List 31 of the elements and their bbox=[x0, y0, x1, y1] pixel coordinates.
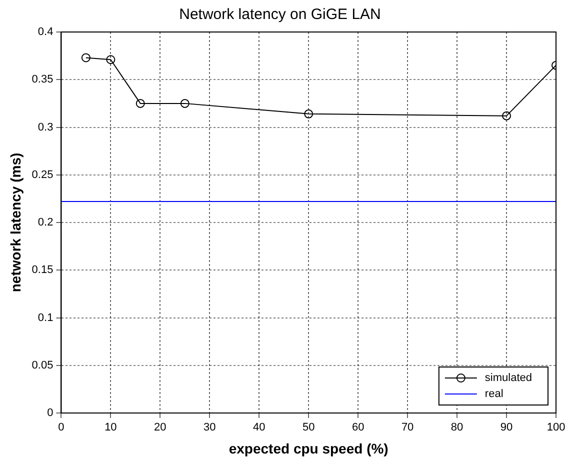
y-tick-label: 0.4 bbox=[38, 26, 54, 38]
point bbox=[304, 109, 314, 118]
point bbox=[106, 55, 116, 64]
legend-label: simulated bbox=[484, 372, 532, 384]
x-tick-label: 40 bbox=[253, 422, 266, 434]
legend-label: real bbox=[484, 388, 504, 400]
y-tick-label: 0.2 bbox=[38, 216, 54, 229]
point bbox=[136, 98, 145, 108]
y-tick-label: 0.3 bbox=[38, 121, 54, 134]
y-axis-title: network latency (ms) bbox=[7, 152, 24, 292]
point bbox=[81, 53, 90, 62]
x-tick-label: 70 bbox=[401, 422, 414, 434]
x-tick-label: 80 bbox=[450, 422, 464, 434]
y-tick-label: 0 bbox=[47, 407, 54, 420]
x-tick-label: 0 bbox=[58, 422, 64, 434]
point bbox=[502, 111, 512, 120]
x-tick-label: 10 bbox=[104, 422, 117, 434]
x-tick-label: 20 bbox=[154, 422, 166, 434]
x-tick-label: 90 bbox=[500, 422, 513, 434]
y-tick-label: 0.1 bbox=[38, 312, 54, 324]
y-tick-label: 0.35 bbox=[32, 74, 54, 86]
chart-title: Network latency on GiGE LAN bbox=[179, 6, 381, 24]
x-axis-title: expected cpu speed (%) bbox=[228, 440, 388, 456]
x-tick-label: 30 bbox=[204, 422, 216, 434]
x-tick-label: 60 bbox=[352, 422, 364, 434]
x-tick-label: 50 bbox=[302, 422, 315, 434]
y-tick-label: 0.15 bbox=[32, 264, 54, 276]
point bbox=[180, 98, 190, 108]
y-tick-label: 0.25 bbox=[32, 168, 54, 181]
x-tick-label: 100 bbox=[546, 422, 566, 434]
y-tick-label: 0.05 bbox=[32, 359, 54, 372]
